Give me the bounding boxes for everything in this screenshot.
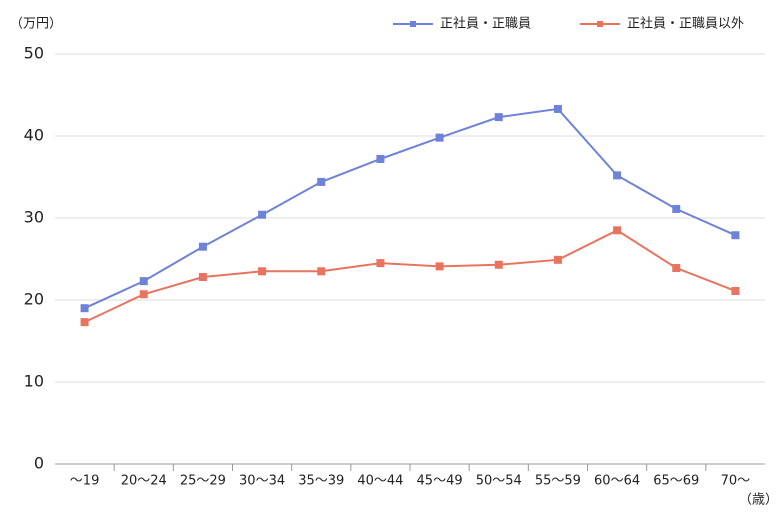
- x-tick-label: 65～69: [653, 474, 699, 489]
- point: [198, 273, 207, 282]
- series-line: [84, 107, 736, 310]
- x-tick-label: 20～24: [121, 474, 167, 489]
- point: [435, 133, 444, 142]
- x-tick-label: 55～59: [535, 474, 581, 489]
- series-line: [84, 229, 736, 324]
- point: [731, 231, 740, 240]
- legend-marker: [597, 21, 603, 27]
- point: [494, 260, 503, 269]
- x-tick-label: ～19: [70, 474, 100, 489]
- point: [139, 290, 148, 299]
- y-tick-label: 20: [24, 290, 44, 309]
- point: [80, 304, 89, 313]
- point: [553, 104, 562, 113]
- x-tick-label: 25～29: [180, 474, 226, 489]
- point: [613, 171, 622, 180]
- point: [258, 210, 267, 219]
- x-unit-label: （歳）: [739, 493, 778, 508]
- legend-label: 正社員・正職員: [440, 16, 531, 32]
- point: [80, 318, 89, 327]
- x-tick-label: 40～44: [357, 474, 403, 489]
- x-tick-label: 70～: [721, 474, 751, 489]
- y-tick-label: 0: [34, 454, 44, 473]
- point: [139, 277, 148, 286]
- point: [376, 154, 385, 163]
- point: [731, 286, 740, 295]
- x-tick-label: 35～39: [298, 474, 344, 489]
- y-tick-label: 40: [24, 126, 44, 145]
- point: [494, 113, 503, 122]
- point: [613, 226, 622, 235]
- legend-marker: [410, 21, 416, 27]
- x-tick-label: 30～34: [239, 474, 285, 489]
- point: [376, 259, 385, 268]
- point: [553, 255, 562, 264]
- x-tick-label: 60～64: [594, 474, 640, 489]
- point: [672, 204, 681, 213]
- point: [672, 264, 681, 273]
- y-tick-label: 10: [24, 372, 44, 391]
- legend-label: 正社員・正職員以外: [627, 16, 744, 32]
- x-tick-label: 45～49: [417, 474, 463, 489]
- point: [258, 267, 267, 276]
- y-tick-label: 30: [24, 208, 44, 227]
- point: [435, 262, 444, 271]
- y-unit-label: （万円）: [10, 17, 62, 32]
- y-tick-label: 50: [24, 44, 44, 63]
- x-tick-label: 50～54: [476, 474, 522, 489]
- point: [317, 267, 326, 276]
- point: [198, 242, 207, 251]
- point: [317, 177, 326, 186]
